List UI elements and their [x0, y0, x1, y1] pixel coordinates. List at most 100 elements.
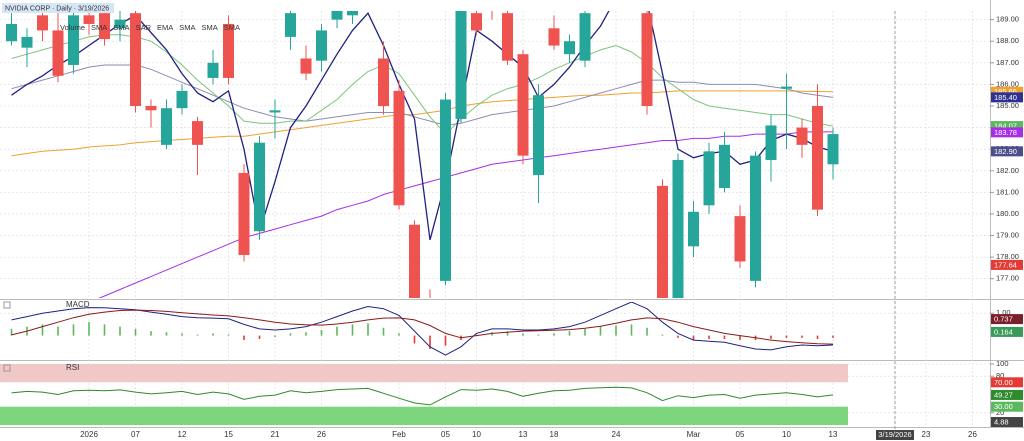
candle-body [254, 142, 265, 232]
histogram-bar [661, 334, 664, 336]
title-background [2, 3, 115, 13]
candle-body [6, 23, 17, 42]
y-tick-label: 185.00 [996, 101, 1019, 110]
x-tick-label: 05 [441, 430, 450, 439]
y-tick-label: 186.00 [996, 79, 1019, 88]
indicator-label: Volume [60, 23, 85, 32]
candle-body [331, 11, 343, 20]
candle-body [176, 90, 188, 109]
value-tag-label: 183.78 [994, 128, 1017, 137]
candle-body [68, 15, 79, 65]
y-tick-label: 180.00 [996, 209, 1019, 218]
x-tick-label: 18 [550, 430, 559, 439]
value-tag-label: 185.66 [994, 87, 1017, 96]
histogram-bar [382, 327, 385, 336]
histogram-bar [630, 324, 633, 336]
candle-body [440, 99, 451, 281]
y-tick-label: 189.00 [996, 15, 1019, 24]
overlay-line [11, 64, 834, 126]
value-tag-label: 49.27 [994, 390, 1013, 399]
indicator-label: SMA [224, 23, 240, 32]
candle-body [455, 11, 467, 119]
histogram-bar [367, 323, 369, 336]
histogram-bar [398, 333, 400, 336]
histogram-bar [801, 335, 803, 338]
histogram-bar [181, 333, 183, 336]
candle-body [378, 58, 389, 106]
value-tag-label: 70.00 [994, 378, 1013, 387]
candle-body [688, 211, 699, 247]
candle-body [812, 106, 823, 210]
chart-title: NVIDIA CORP · Daily · 3/19/2026 [5, 5, 109, 12]
current-date-box [876, 430, 914, 440]
macd-line [11, 302, 834, 356]
x-tick-label: 07 [131, 430, 140, 439]
candle-body [657, 185, 668, 298]
histogram-bar [351, 324, 354, 336]
candle-body [471, 13, 482, 31]
value-tag-label: 185.40 [994, 93, 1017, 102]
x-tick-label: 3/19/2026 [878, 430, 911, 439]
indicator-label: SMA [113, 23, 129, 32]
candle-body [564, 41, 575, 55]
panel-icon [3, 301, 11, 309]
candle-body [52, 30, 64, 76]
histogram-bar [274, 335, 276, 337]
y-tick-label: 188.00 [996, 36, 1019, 45]
histogram-bar [88, 322, 90, 336]
histogram-bar [770, 335, 772, 339]
histogram-bar [305, 332, 307, 336]
value-tag-label: 177.64 [994, 260, 1017, 269]
y-tick-label: 178.00 [996, 252, 1019, 261]
x-tick-label: 21 [271, 430, 280, 439]
x-tick-label: 23 [922, 430, 931, 439]
histogram-bar [243, 335, 245, 341]
candle-body [548, 28, 560, 46]
histogram-bar [41, 324, 44, 336]
y-tick-label: 80 [996, 371, 1004, 380]
value-tag-label: 0.164 [994, 327, 1013, 336]
histogram-bar [10, 328, 13, 336]
y-tick-label: 177.00 [996, 274, 1019, 283]
value-tag [991, 146, 1023, 157]
panel-title: RSI [66, 363, 79, 372]
candle-body [672, 159, 684, 298]
histogram-bar [708, 335, 710, 339]
y-tick-label: 181.00 [996, 187, 1019, 196]
histogram-bar [599, 326, 602, 336]
histogram-bar [816, 335, 819, 339]
candle-body [393, 90, 405, 206]
candle-body [238, 172, 250, 255]
candle-body [641, 13, 653, 107]
value-tag [991, 121, 1023, 132]
histogram-bar [723, 335, 726, 339]
x-tick-label: 12 [178, 430, 187, 439]
y-tick-label: 100 [996, 359, 1009, 368]
candle-body [734, 216, 746, 262]
overlay-line [11, 34, 834, 135]
histogram-bar [615, 325, 617, 336]
y-tick-label: 182.00 [996, 166, 1019, 175]
rsi-line [11, 386, 834, 406]
candle-body [765, 125, 777, 160]
value-tag [991, 259, 1023, 270]
histogram-bar [336, 326, 338, 336]
histogram-bar [196, 334, 199, 336]
candle-body [21, 36, 33, 48]
histogram-bar [553, 333, 555, 336]
rsi-band [0, 406, 848, 425]
candle-body [347, 11, 358, 16]
candle-body [223, 23, 234, 78]
rsi-panel [0, 364, 848, 425]
candle-body [781, 86, 792, 89]
histogram-bar [134, 328, 137, 336]
histogram-bar [506, 331, 509, 336]
histogram-bar [491, 332, 493, 336]
overlay-line [11, 90, 834, 157]
candle-body [37, 15, 48, 31]
candle-body [579, 13, 591, 61]
candle-body [533, 95, 544, 176]
histogram-bar [413, 335, 416, 344]
candle-body [719, 144, 730, 189]
y-tick-label: 1.00 [996, 308, 1011, 317]
